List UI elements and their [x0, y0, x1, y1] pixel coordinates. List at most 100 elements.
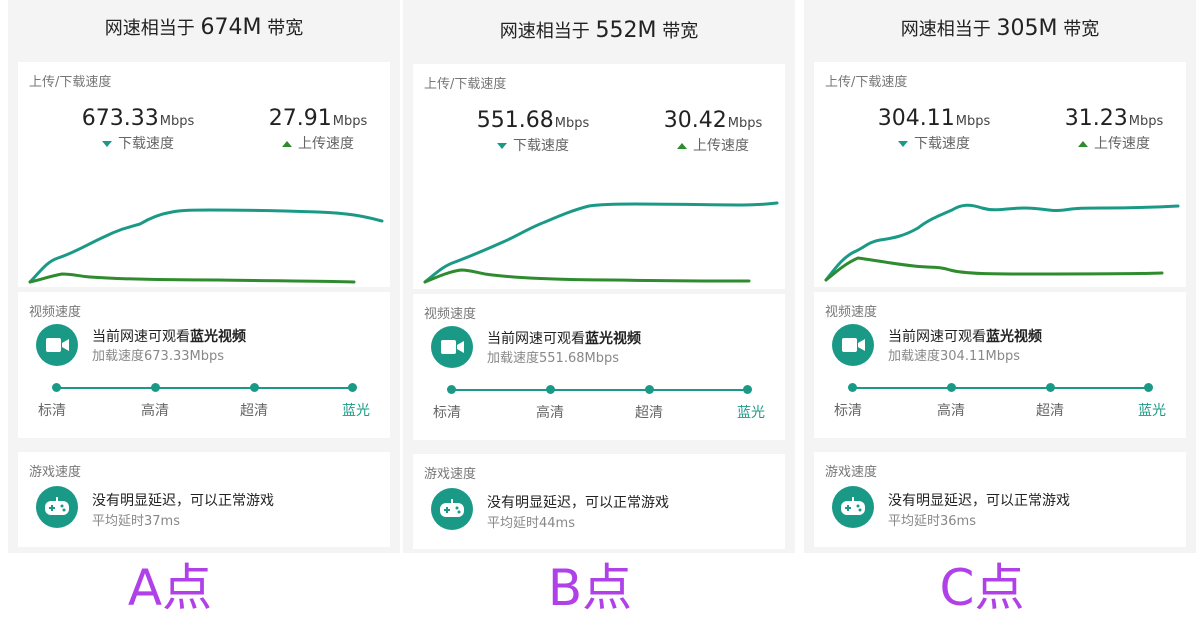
quality-label-hd: 高清	[536, 405, 564, 421]
upload-curve	[423, 268, 751, 284]
upload-curve	[824, 256, 1164, 282]
quality-dot	[1144, 383, 1153, 392]
speed-panel-c: 网速相当于 305M 带宽 上传/下载速度 304.11Mbps 下载速度 31…	[804, 0, 1196, 553]
gamepad-icon	[36, 486, 78, 528]
download-curve	[28, 208, 384, 284]
quality-dot	[848, 383, 857, 392]
quality-dot	[546, 385, 555, 394]
title-suffix: 带宽	[662, 21, 699, 42]
upload-unit: Mbps	[332, 114, 368, 129]
download-label: 下载速度	[513, 138, 569, 154]
game-status-text: 没有明显延迟，可以正常游戏	[888, 493, 1070, 509]
video-status-prefix: 当前网速可观看	[487, 331, 585, 347]
upload-stat: 30.42Mbps 上传速度	[643, 108, 783, 155]
speed-card: 上传/下载速度 551.68Mbps 下载速度 30.42Mbps 上传速度	[413, 64, 785, 289]
speed-chart	[28, 208, 384, 284]
download-label: 下载速度	[118, 136, 174, 152]
quality-dot	[52, 383, 61, 392]
upload-stat: 27.91Mbps 上传速度	[248, 106, 388, 153]
quality-label-sd: 标清	[834, 403, 862, 419]
video-status-prefix: 当前网速可观看	[888, 329, 986, 345]
download-curve	[824, 203, 1180, 282]
triangle-up-icon	[282, 141, 292, 147]
download-unit: Mbps	[554, 116, 590, 131]
panel-title: 网速相当于 552M 带宽	[403, 17, 795, 51]
gamepad-icon	[431, 488, 473, 530]
quality-dot	[151, 383, 160, 392]
quality-label-bluray: 蓝光	[342, 403, 370, 419]
game-card: 游戏速度 没有明显延迟，可以正常游戏 平均延时37ms	[18, 452, 390, 547]
upload-value: 30.42	[663, 108, 727, 133]
upload-label: 上传速度	[1094, 136, 1150, 152]
title-bandwidth-value: 552M	[595, 18, 657, 43]
video-quality-value: 蓝光视频	[986, 329, 1042, 345]
speed-card-label: 上传/下载速度	[424, 77, 507, 92]
upload-value: 31.23	[1064, 106, 1128, 131]
game-status-text: 没有明显延迟，可以正常游戏	[487, 495, 669, 511]
speed-chart	[824, 203, 1180, 282]
video-card-label: 视频速度	[825, 305, 878, 320]
video-quality-value: 蓝光视频	[585, 331, 641, 347]
video-camera-icon	[832, 324, 874, 366]
upload-curve	[28, 272, 356, 284]
speed-card-label: 上传/下载速度	[29, 75, 112, 90]
quality-label-hd: 高清	[937, 403, 965, 419]
quality-dot	[348, 383, 357, 392]
download-stat: 551.68Mbps 下载速度	[463, 108, 603, 155]
video-card: 视频速度 当前网速可观看蓝光视频 加载速度673.33Mbps 标清 高清 超清…	[18, 292, 390, 438]
game-latency: 平均延时44ms	[487, 516, 575, 531]
video-status-prefix: 当前网速可观看	[92, 329, 190, 345]
triangle-down-icon	[102, 141, 112, 147]
triangle-up-icon	[677, 143, 687, 149]
quality-label-bluray: 蓝光	[1138, 403, 1166, 419]
panel-title: 网速相当于 305M 带宽	[804, 15, 1196, 49]
title-bandwidth-value: 674M	[200, 15, 262, 40]
quality-label-bluray: 蓝光	[737, 405, 765, 421]
game-status-text: 没有明显延迟，可以正常游戏	[92, 493, 274, 509]
download-unit: Mbps	[955, 114, 991, 129]
upload-stat: 31.23Mbps 上传速度	[1044, 106, 1184, 153]
video-status-text: 当前网速可观看蓝光视频	[487, 328, 641, 348]
game-latency: 平均延时37ms	[92, 514, 180, 529]
triangle-down-icon	[898, 141, 908, 147]
speed-card: 上传/下载速度 304.11Mbps 下载速度 31.23Mbps 上传速度	[814, 62, 1186, 287]
video-camera-icon	[431, 326, 473, 368]
video-quality-value: 蓝光视频	[190, 329, 246, 345]
speed-panel-a: 网速相当于 674M 带宽 上传/下载速度 673.33 Mbps 下载速度 27…	[8, 0, 400, 553]
quality-dot	[250, 383, 259, 392]
quality-label-fhd: 超清	[240, 403, 268, 419]
title-bandwidth-value: 305M	[996, 16, 1058, 41]
video-status-text: 当前网速可观看蓝光视频	[888, 326, 1042, 346]
quality-dot	[743, 385, 752, 394]
title-prefix: 网速相当于	[499, 21, 590, 42]
panel-title: 网速相当于 674M 带宽	[8, 14, 400, 48]
quality-label-fhd: 超清	[635, 405, 663, 421]
title-prefix: 网速相当于	[900, 19, 991, 40]
point-label-a: A点	[127, 559, 213, 617]
point-label-b: B点	[547, 559, 633, 617]
game-card-label: 游戏速度	[29, 465, 82, 480]
download-curve	[423, 201, 779, 284]
game-card-label: 游戏速度	[825, 465, 878, 480]
quality-track	[451, 389, 747, 391]
quality-label-fhd: 超清	[1036, 403, 1064, 419]
upload-label: 上传速度	[693, 138, 749, 154]
title-suffix: 带宽	[267, 18, 304, 39]
video-card-label: 视频速度	[424, 307, 477, 322]
gamepad-icon	[832, 486, 874, 528]
download-value: 304.11	[877, 106, 955, 131]
upload-unit: Mbps	[1128, 114, 1164, 129]
speed-chart	[423, 201, 779, 284]
video-card: 视频速度 当前网速可观看蓝光视频 加载速度304.11Mbps 标清 高清 超清…	[814, 292, 1186, 438]
title-suffix: 带宽	[1063, 19, 1100, 40]
title-prefix: 网速相当于	[104, 18, 195, 39]
game-card: 游戏速度 没有明显延迟，可以正常游戏 平均延时44ms	[413, 454, 785, 549]
quality-track	[56, 387, 352, 389]
quality-dot	[947, 383, 956, 392]
download-value: 673.33	[81, 106, 159, 131]
video-status-text: 当前网速可观看蓝光视频	[92, 326, 246, 346]
upload-label: 上传速度	[298, 136, 354, 152]
download-label: 下载速度	[914, 136, 970, 152]
quality-dot	[447, 385, 456, 394]
quality-label-hd: 高清	[141, 403, 169, 419]
